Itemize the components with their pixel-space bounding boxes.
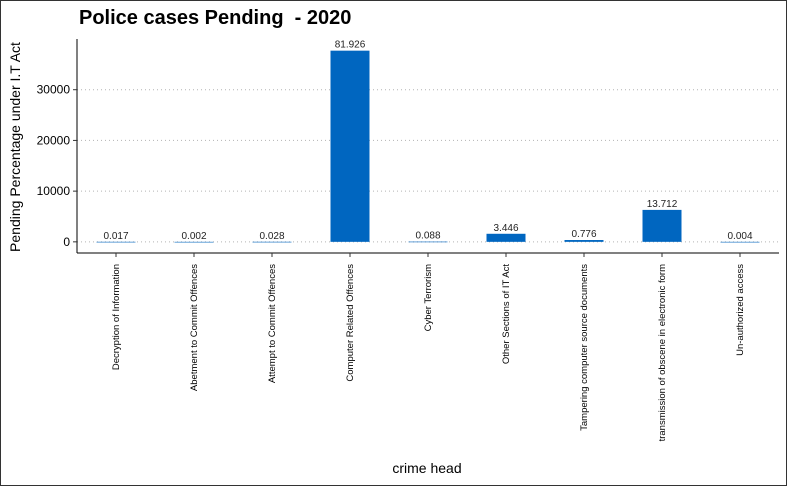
bar-5 (408, 241, 448, 243)
x-tick-label: Cyber Terrorism (423, 264, 434, 331)
bar-1 (96, 241, 136, 243)
data-label: 0.088 (415, 231, 440, 242)
data-label: 0.004 (727, 231, 752, 242)
y-tick-label: 10000 (37, 184, 71, 198)
bar-9 (720, 241, 760, 243)
axes: 0 10000 20000 30000 Decryption of Informatio… (37, 39, 779, 441)
y-axis-label: Pending Percentage under I.T Act (7, 42, 23, 252)
y-tick-label: 0 (63, 235, 70, 249)
y-tick-label: 20000 (37, 133, 71, 147)
x-axis-label: crime head (392, 460, 461, 476)
x-tick-label: Un-authorized access (735, 264, 746, 356)
data-label: 0.017 (103, 231, 128, 242)
x-tick-label: Decryption of Information (111, 264, 122, 370)
data-label: 0.002 (181, 231, 206, 242)
bar-2 (174, 241, 214, 243)
data-label: 3.446 (493, 223, 518, 234)
x-tick-label: Abetment to Commit Offences (189, 264, 200, 391)
bar-6 (486, 233, 526, 242)
bar-7 (564, 240, 604, 242)
data-label: 0.776 (571, 229, 596, 240)
x-tick-label: Computer Related Offences (345, 264, 356, 382)
x-tick-label: transmission of obscene in electronic fo… (657, 264, 668, 441)
data-label: 81.926 (335, 40, 366, 51)
data-labels: 0.017 0.002 0.028 81.926 0.088 3.446 0.776 13.7… (103, 40, 752, 242)
data-label: 13.712 (647, 199, 678, 210)
chart-title: Police cases Pending - 2020 (79, 7, 352, 29)
bar-4 (330, 50, 370, 242)
y-tick-label: 30000 (37, 83, 71, 97)
bars (96, 50, 760, 243)
x-tick-label: Tampering computer source documents (579, 264, 590, 431)
x-tick-label: Other Sections of IT Act (501, 264, 512, 365)
data-label: 0.028 (259, 231, 284, 242)
bar-3 (252, 241, 292, 243)
x-tick-label: Attempt to Commit Offences (267, 264, 278, 383)
bar-8 (642, 209, 682, 242)
